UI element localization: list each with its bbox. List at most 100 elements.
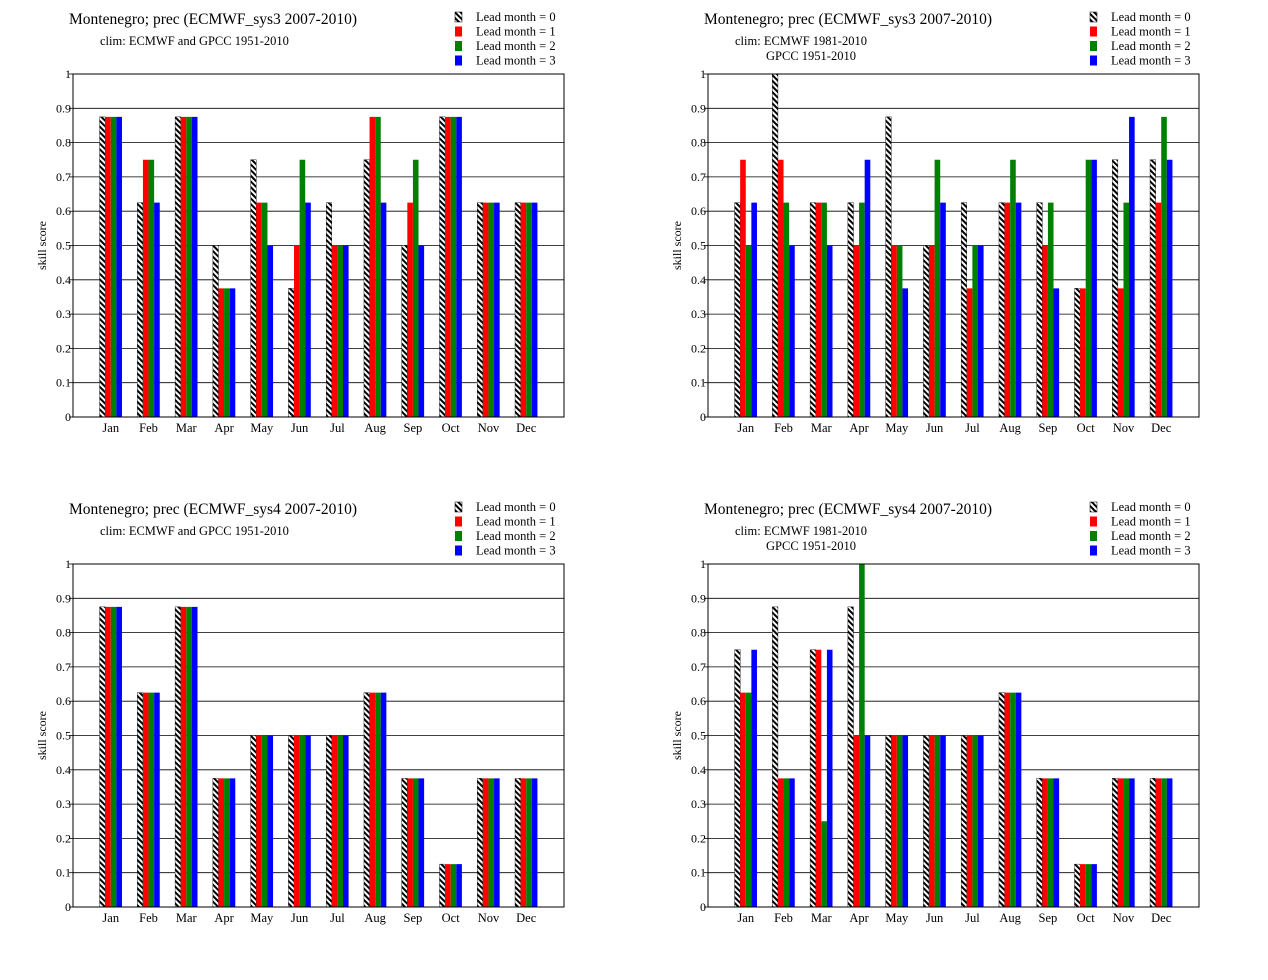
legend-item-0: Lead month = 0 bbox=[454, 500, 556, 514]
x-tick-label: Jul bbox=[330, 911, 345, 925]
x-tick-label: Jul bbox=[965, 421, 980, 435]
bar bbox=[966, 735, 973, 907]
x-tick-label: Mar bbox=[176, 421, 198, 435]
x-tick-label: Jan bbox=[102, 421, 119, 435]
y-tick-label: 0.2 bbox=[56, 831, 71, 845]
bar bbox=[777, 778, 784, 907]
legend-item-3: Lead month = 3 bbox=[455, 544, 556, 558]
bar-group-Nov bbox=[477, 202, 500, 418]
bar bbox=[734, 649, 741, 908]
bar bbox=[401, 778, 408, 908]
bar bbox=[1036, 202, 1043, 418]
bar-group-Feb bbox=[772, 606, 795, 908]
bar-group-Oct bbox=[439, 116, 462, 418]
y-tick-label: 0.8 bbox=[691, 136, 706, 150]
bar bbox=[772, 73, 779, 418]
bar bbox=[174, 606, 181, 908]
bar bbox=[456, 116, 462, 417]
bar bbox=[412, 159, 419, 417]
legend-swatch bbox=[1090, 516, 1097, 527]
legend-item-0: Lead month = 0 bbox=[1089, 10, 1191, 24]
bar bbox=[305, 202, 311, 417]
bar-group-Aug bbox=[998, 159, 1022, 418]
legend-swatch bbox=[1090, 531, 1097, 541]
plot-frame bbox=[72, 73, 565, 418]
bar bbox=[337, 245, 343, 417]
legend-swatch bbox=[454, 501, 463, 513]
y-tick-label: 0.1 bbox=[56, 376, 71, 390]
bar bbox=[864, 159, 871, 417]
bar bbox=[488, 202, 495, 417]
bar bbox=[998, 692, 1005, 908]
legend-item-1: Lead month = 1 bbox=[1090, 25, 1191, 39]
bar bbox=[1112, 778, 1119, 908]
bar bbox=[853, 245, 860, 417]
bar-group-Mar bbox=[809, 649, 833, 908]
bar bbox=[1036, 778, 1043, 908]
bar-group-Oct bbox=[1074, 863, 1097, 908]
bar-group-Oct bbox=[1074, 159, 1097, 418]
bar bbox=[148, 159, 155, 417]
bar bbox=[940, 202, 946, 417]
bar-group-May bbox=[250, 735, 274, 908]
bar-group-Mar bbox=[174, 116, 198, 418]
bar bbox=[847, 606, 854, 908]
bar bbox=[110, 606, 117, 907]
y-tick-label: 1 bbox=[65, 557, 71, 571]
bar bbox=[477, 778, 484, 908]
bar-group-Dec bbox=[1149, 116, 1173, 418]
bar bbox=[288, 735, 295, 908]
bar bbox=[224, 288, 230, 417]
legend-label: Lead month = 1 bbox=[476, 25, 556, 39]
bar bbox=[972, 245, 978, 417]
plot-frame bbox=[72, 563, 565, 908]
y-tick-label: 0.4 bbox=[691, 273, 706, 287]
x-tick-label: Oct bbox=[1077, 911, 1096, 925]
y-tick-label: 0.2 bbox=[691, 831, 706, 845]
bar-group-Oct bbox=[439, 863, 462, 908]
bar bbox=[380, 692, 387, 907]
y-tick-label: 0.6 bbox=[56, 694, 71, 708]
bar bbox=[885, 735, 892, 908]
y-tick-label: 1 bbox=[700, 67, 706, 81]
bar bbox=[1042, 245, 1048, 417]
bar bbox=[294, 245, 300, 417]
bar bbox=[1166, 159, 1173, 417]
bar bbox=[896, 735, 903, 907]
bar bbox=[401, 245, 408, 418]
bar-group-Jan bbox=[99, 116, 122, 418]
bar bbox=[1085, 864, 1092, 907]
bar-group-Feb bbox=[772, 73, 795, 418]
x-tick-label: Jan bbox=[737, 421, 754, 435]
y-tick-label: 0.6 bbox=[56, 204, 71, 218]
y-tick-label: 0 bbox=[65, 900, 71, 914]
bar bbox=[261, 202, 268, 417]
bar bbox=[142, 692, 149, 907]
bar bbox=[342, 245, 349, 417]
bar-group-Sep bbox=[401, 159, 425, 418]
bar bbox=[740, 692, 746, 907]
bar bbox=[380, 202, 387, 417]
bar bbox=[305, 735, 311, 907]
bar bbox=[902, 288, 909, 417]
bar bbox=[972, 735, 978, 907]
bar bbox=[745, 245, 752, 417]
bar bbox=[859, 202, 865, 417]
bar bbox=[1047, 202, 1054, 417]
bar bbox=[105, 116, 111, 417]
bar bbox=[1149, 778, 1156, 908]
bar bbox=[180, 606, 187, 907]
y-tick-label: 0.7 bbox=[56, 660, 71, 674]
bar bbox=[531, 202, 538, 417]
bar-group-Feb bbox=[137, 159, 160, 418]
x-tick-label: Jul bbox=[330, 421, 345, 435]
x-tick-label: Apr bbox=[214, 911, 234, 925]
bar bbox=[256, 202, 262, 417]
legend-swatch bbox=[455, 41, 462, 51]
bar bbox=[363, 159, 370, 418]
bar bbox=[772, 606, 779, 908]
bar-group-Dec bbox=[514, 778, 538, 908]
bar-group-Nov bbox=[477, 778, 500, 908]
x-tick-label: Oct bbox=[1077, 421, 1096, 435]
bar bbox=[186, 116, 192, 417]
